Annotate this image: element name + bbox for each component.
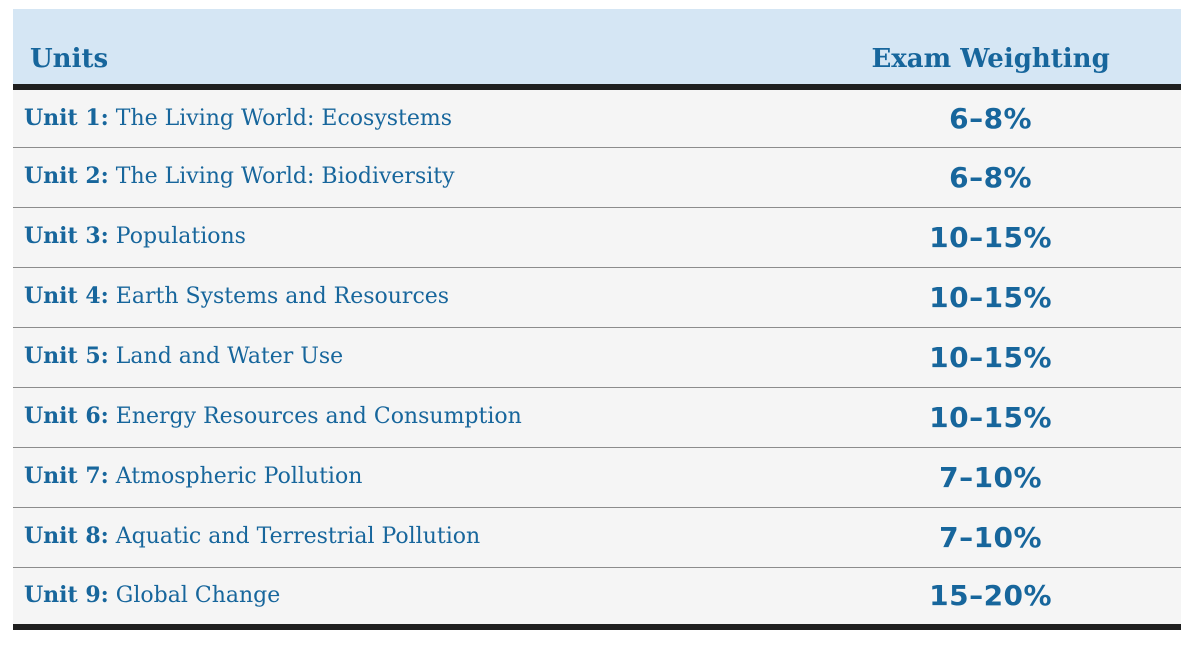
- exam-weighting-value: 10–15%: [800, 267, 1181, 328]
- unit-title: Aquatic and Terrestrial Pollution: [115, 524, 481, 550]
- table-row: Unit 7: Atmospheric Pollution 7–10%: [13, 447, 1181, 508]
- unit-label: Unit 7:: [24, 463, 109, 490]
- unit-cell: Unit 3: Populations: [13, 207, 801, 268]
- unit-label: Unit 3:: [24, 223, 109, 250]
- exam-weighting-value: 7–10%: [800, 447, 1181, 508]
- unit-label: Unit 8:: [24, 523, 109, 550]
- unit-cell: Unit 5: Land and Water Use: [13, 327, 801, 388]
- unit-label: Unit 5:: [24, 343, 109, 370]
- unit-cell: Unit 4: Earth Systems and Resources: [13, 267, 801, 328]
- unit-title: Energy Resources and Consumption: [115, 404, 522, 430]
- unit-label: Unit 9:: [24, 582, 109, 609]
- header-row: Units Exam Weighting: [13, 9, 1181, 90]
- unit-label: Unit 2:: [24, 163, 109, 190]
- table-row: Unit 9: Global Change 15–20%: [13, 567, 1181, 630]
- table-row: Unit 4: Earth Systems and Resources 10–1…: [13, 267, 1181, 328]
- unit-label: Unit 1:: [24, 104, 109, 131]
- unit-title: Global Change: [115, 583, 281, 609]
- table-header: Units Exam Weighting: [13, 9, 1181, 90]
- exam-weighting-value: 7–10%: [800, 507, 1181, 568]
- unit-title: The Living World: Biodiversity: [115, 164, 455, 190]
- table-row: Unit 6: Energy Resources and Consumption…: [13, 387, 1181, 448]
- unit-cell: Unit 1: The Living World: Ecosystems: [13, 87, 801, 148]
- unit-title: Earth Systems and Resources: [115, 284, 450, 310]
- exam-weighting-value: 6–8%: [800, 147, 1181, 208]
- units-weighting-table: Units Exam Weighting Unit 1: The Living …: [13, 9, 1181, 630]
- unit-title: Land and Water Use: [115, 344, 344, 370]
- unit-cell: Unit 2: The Living World: Biodiversity: [13, 147, 801, 208]
- unit-cell: Unit 8: Aquatic and Terrestrial Pollutio…: [13, 507, 801, 568]
- unit-title: The Living World: Ecosystems: [115, 105, 453, 131]
- table-row: Unit 1: The Living World: Ecosystems 6–8…: [13, 87, 1181, 148]
- unit-cell: Unit 6: Energy Resources and Consumption: [13, 387, 801, 448]
- unit-title: Populations: [115, 224, 246, 250]
- table-row: Unit 2: The Living World: Biodiversity 6…: [13, 147, 1181, 208]
- exam-weighting-value: 10–15%: [800, 387, 1181, 448]
- table-row: Unit 5: Land and Water Use 10–15%: [13, 327, 1181, 388]
- unit-cell: Unit 9: Global Change: [13, 567, 801, 630]
- exam-weighting-value: 10–15%: [800, 327, 1181, 388]
- table-body: Unit 1: The Living World: Ecosystems 6–8…: [13, 87, 1181, 630]
- exam-weighting-column-header: Exam Weighting: [800, 9, 1181, 90]
- table-row: Unit 8: Aquatic and Terrestrial Pollutio…: [13, 507, 1181, 568]
- exam-weighting-value: 10–15%: [800, 207, 1181, 268]
- exam-weighting-value: 15–20%: [800, 567, 1181, 630]
- unit-cell: Unit 7: Atmospheric Pollution: [13, 447, 801, 508]
- table-row: Unit 3: Populations 10–15%: [13, 207, 1181, 268]
- exam-weighting-value: 6–8%: [800, 87, 1181, 148]
- unit-label: Unit 4:: [24, 283, 109, 310]
- units-column-header: Units: [13, 9, 801, 90]
- unit-label: Unit 6:: [24, 403, 109, 430]
- unit-title: Atmospheric Pollution: [115, 464, 363, 490]
